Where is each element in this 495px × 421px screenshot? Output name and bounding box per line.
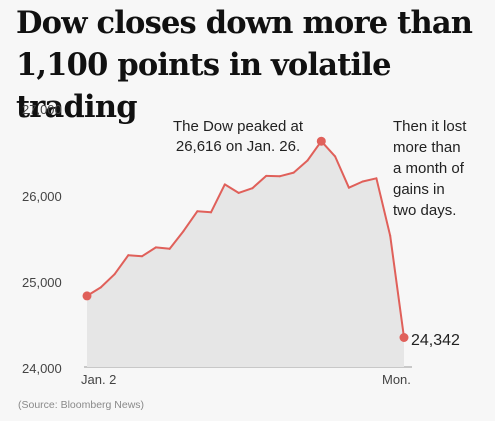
line-segment xyxy=(127,254,144,258)
y-tick-label: 24,000 xyxy=(22,361,62,376)
line-segment xyxy=(334,155,350,189)
area-fill xyxy=(87,141,404,367)
line-segment xyxy=(141,246,157,258)
peak-point xyxy=(316,136,326,146)
line-segment xyxy=(99,273,116,289)
annotation-line: 26,616 on Jan. 26. xyxy=(176,138,300,155)
annotation-line: The Dow peaked at xyxy=(173,118,304,135)
line-segment xyxy=(251,174,268,190)
line-segment xyxy=(182,210,199,233)
source-note: (Source: Bloomberg News) xyxy=(18,399,145,411)
line-segment xyxy=(361,177,378,183)
y-tick-label: 25,000 xyxy=(22,275,62,290)
headline: Dow closes down more than 1,100 points i… xyxy=(16,5,473,125)
annotation-line: gains in xyxy=(393,181,445,198)
series-line xyxy=(86,140,405,339)
drop-annotation: Then it lost more than a month of gains … xyxy=(393,118,467,219)
line-segment xyxy=(113,254,130,276)
y-axis: 27,000 26,000 25,000 24,000 xyxy=(22,102,62,376)
line-segment xyxy=(154,246,171,250)
annotation-line: a month of xyxy=(393,160,465,177)
annotation-line: Then it lost xyxy=(393,118,467,135)
line-segment xyxy=(196,210,212,214)
start-point xyxy=(82,291,92,301)
line-segment xyxy=(389,234,405,339)
end-point xyxy=(399,333,409,342)
line-segment xyxy=(292,159,309,174)
end-value-label: 24,342 xyxy=(411,332,460,349)
y-tick-label: 27,000 xyxy=(22,102,62,117)
line-segment xyxy=(237,187,254,194)
line-segment xyxy=(375,177,392,237)
x-tick-label-first: Jan. 2 xyxy=(81,372,116,387)
line-segment xyxy=(347,180,364,189)
x-axis: Jan. 2 Mon. xyxy=(81,372,411,387)
y-tick-label: 26,000 xyxy=(22,189,62,204)
annotation-line: two days. xyxy=(393,202,456,219)
line-segment xyxy=(279,171,295,178)
annotation-line: more than xyxy=(393,139,461,156)
peak-annotation: The Dow peaked at 26,616 on Jan. 26. xyxy=(173,118,304,155)
line-segment xyxy=(223,183,240,194)
line-segment xyxy=(210,183,226,214)
line-segment xyxy=(168,230,185,250)
x-tick-label-last: Mon. xyxy=(382,372,411,387)
